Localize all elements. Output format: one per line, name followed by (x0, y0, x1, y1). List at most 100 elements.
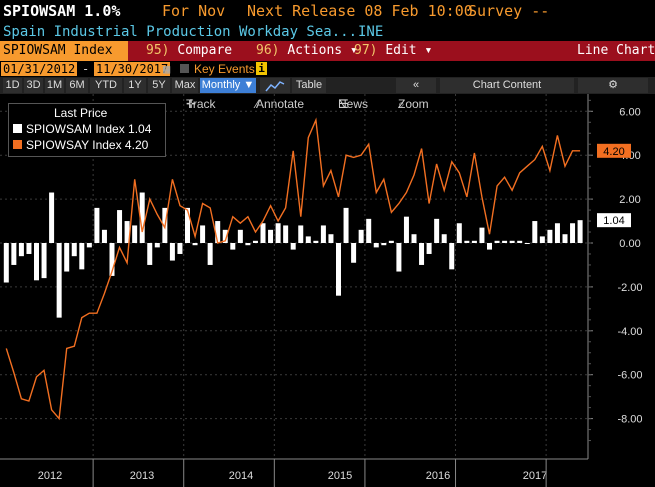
data-bar (64, 243, 70, 272)
data-bar (570, 223, 576, 243)
data-bar (147, 243, 153, 265)
data-bar (79, 243, 85, 270)
frequency-label: Monthly (201, 79, 241, 91)
data-bar (109, 243, 115, 276)
data-bar (351, 243, 357, 263)
y-tick-label: -2.00 (617, 282, 642, 294)
data-bar (502, 240, 508, 243)
period-5y[interactable]: 5Y (148, 78, 170, 93)
edit-number: 97) (354, 43, 378, 58)
line-chart-icon[interactable] (260, 78, 290, 93)
period-1y[interactable]: 1Y (124, 78, 146, 93)
data-bar (547, 229, 553, 243)
data-bar (464, 240, 470, 243)
data-bar (562, 234, 568, 243)
data-bar (328, 234, 334, 243)
period-ytd[interactable]: YTD (90, 78, 122, 93)
info-icon[interactable]: i (256, 62, 267, 75)
chart-type-label[interactable]: Line Chart (577, 43, 655, 58)
legend-label: SPIOWSAY Index 4.20 (26, 138, 149, 152)
ticker-value: SPIOWSAM 1.0% (3, 2, 121, 20)
data-bar (252, 240, 258, 243)
data-bar (373, 243, 379, 248)
data-bar (86, 243, 92, 248)
frequency-select[interactable]: Monthly ▼ (200, 78, 256, 93)
data-bar (487, 243, 492, 250)
chevron-down-icon: ▾ (349, 43, 358, 58)
y-tick-label: 6.00 (619, 106, 640, 118)
y-tick-label: -4.00 (617, 326, 642, 338)
start-date-input[interactable]: 01/31/2012 (1, 62, 78, 76)
period-1m[interactable]: 1M (45, 78, 64, 93)
data-bar (117, 210, 123, 243)
actions-label: Actions (287, 43, 343, 58)
data-bar (426, 243, 432, 254)
data-bar (283, 225, 289, 243)
data-bar (532, 221, 538, 243)
data-bar (313, 240, 319, 243)
chart-legend[interactable]: Last Price SPIOWSAM Index 1.04 SPIOWSAY … (8, 103, 166, 157)
data-bar (230, 243, 236, 250)
data-bar (169, 243, 175, 261)
legend-swatch (13, 124, 22, 133)
date-range-row: 01/31/2012 - 11/30/2017 ▦ Key Events i (0, 61, 655, 77)
x-tick-label: 2016 (426, 470, 450, 482)
x-tick-label: 2014 (229, 470, 253, 482)
data-bar (245, 243, 251, 246)
data-bar (124, 221, 130, 243)
data-bar (268, 229, 274, 243)
search-icon: ⌕ (398, 97, 405, 111)
survey: Survey -- (468, 2, 550, 20)
line-series (5, 117, 581, 421)
last-value-tag (597, 213, 631, 228)
period-1d[interactable]: 1D (3, 78, 22, 93)
data-bar (388, 240, 394, 243)
period-max[interactable]: Max (172, 78, 198, 93)
chart-content-button[interactable]: Chart Content (440, 78, 574, 93)
period-3d[interactable]: 3D (24, 78, 43, 93)
data-bar (260, 223, 266, 243)
data-bar (305, 236, 311, 243)
release-period: For Nov (162, 2, 226, 20)
ticker-field[interactable]: SPIOWSAM Index (0, 41, 128, 61)
series-line (5, 117, 581, 421)
actions-button[interactable]: 96) Actions ▾ (256, 41, 358, 61)
compare-number: 95) (146, 43, 170, 58)
collapse-icon[interactable]: « (396, 78, 436, 93)
pointer-icon: ✛ (186, 97, 197, 111)
data-bar (200, 225, 206, 243)
data-bar (577, 220, 583, 243)
chart-area[interactable]: 6.004.002.000.00-2.00-4.00-6.00-8.004.20… (0, 94, 655, 487)
calendar-icon[interactable]: ▦ (163, 62, 171, 76)
y-tick-label: -6.00 (617, 370, 642, 382)
data-bar (49, 192, 55, 243)
data-bar (554, 223, 560, 243)
data-bar (3, 243, 9, 283)
security-header: SPIOWSAM 1.0% For Nov Next Release 08 Fe… (0, 0, 655, 23)
period-6m[interactable]: 6M (66, 78, 88, 93)
chevron-down-icon: ▾ (424, 43, 433, 58)
data-bar (177, 243, 183, 254)
edit-button[interactable]: 97) Edit ▾ (354, 41, 432, 61)
date-separator: - (82, 62, 90, 76)
x-tick-label: 2017 (523, 470, 547, 482)
end-date-input[interactable]: 11/30/2017 (94, 62, 171, 76)
data-bar (101, 229, 107, 243)
data-bar (132, 225, 138, 243)
data-bar (524, 243, 530, 244)
data-bar (185, 207, 190, 243)
table-button[interactable]: Table (292, 78, 326, 93)
data-source: INE (358, 24, 384, 40)
key-events-checkbox[interactable] (180, 64, 189, 73)
data-bar (449, 243, 455, 270)
data-bar (222, 229, 228, 243)
y-tick-label: 0.00 (619, 238, 640, 250)
data-bar (237, 229, 243, 243)
chart-content-label: Chart Content (472, 79, 542, 91)
data-bar (71, 243, 77, 257)
compare-button[interactable]: 95) Compare (146, 41, 232, 61)
data-bar (479, 227, 485, 243)
gear-icon[interactable]: ⚙ (578, 78, 648, 93)
x-tick-label: 2015 (328, 470, 352, 482)
data-bar (41, 243, 47, 279)
